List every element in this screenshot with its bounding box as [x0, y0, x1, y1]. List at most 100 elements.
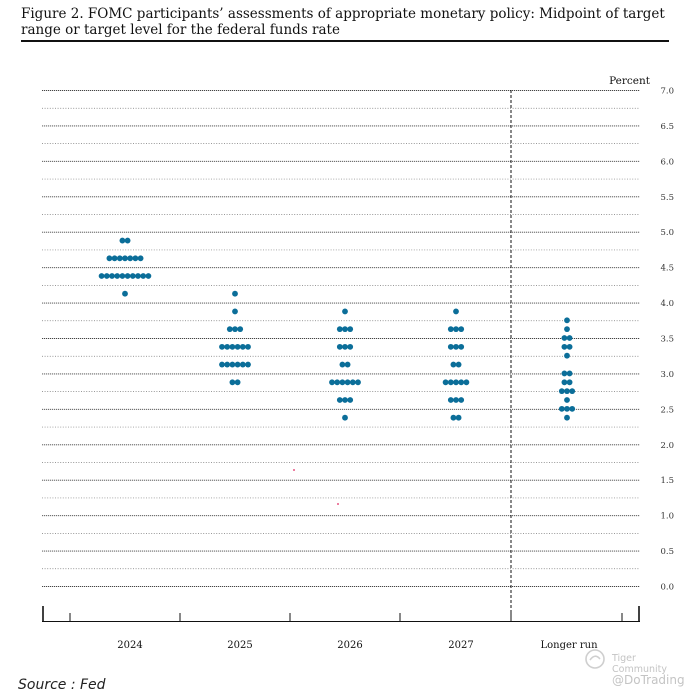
participant-dot: [245, 361, 251, 368]
participant-dot: [564, 414, 570, 421]
watermark-logo-icon: [585, 649, 605, 669]
x-tick-label: 2027: [448, 640, 473, 651]
participant-dot: [109, 273, 115, 279]
y-tick-label: 6.0: [660, 157, 674, 167]
y-tick-label: 1.0: [660, 512, 674, 522]
watermark-community: Tiger Community: [612, 653, 667, 675]
participant-dot: [453, 397, 459, 403]
participant-dot: [336, 343, 343, 350]
participant-dot: [561, 379, 568, 386]
x-tick-label: 2026: [337, 640, 362, 651]
participant-dot: [447, 343, 454, 350]
participant-dot: [219, 361, 225, 368]
participant-dot: [342, 414, 348, 421]
participant-dot: [564, 397, 570, 403]
participant-dot: [239, 343, 246, 350]
participant-dot: [111, 255, 118, 262]
participant-dot: [234, 379, 241, 386]
participant-dot: [566, 370, 573, 377]
participant-dot: [463, 379, 470, 386]
participant-dot: [447, 397, 454, 403]
participant-dot: [124, 237, 131, 244]
participant-dot: [122, 255, 128, 262]
participant-dot: [566, 379, 573, 386]
participant-dot: [219, 343, 225, 350]
participant-dot: [229, 379, 236, 386]
participant-dot: [116, 255, 123, 262]
participant-dot: [234, 361, 241, 368]
participant-dot: [561, 343, 568, 350]
gridlines: [42, 90, 640, 587]
participant-dot: [232, 290, 238, 297]
participant-dot: [226, 326, 233, 333]
participant-dot: [458, 397, 465, 403]
participant-dot: [344, 379, 351, 386]
participant-dot: [119, 237, 126, 244]
participant-dot: [558, 405, 565, 412]
participant-dot: [137, 255, 144, 262]
participant-dot: [564, 388, 570, 395]
y-tick-label: 1.5: [660, 476, 674, 486]
participant-dot: [98, 273, 105, 279]
x-axis: [42, 606, 640, 622]
stray-red-dot: [337, 503, 339, 505]
participant-dot: [229, 343, 236, 350]
x-tick-label: 2024: [117, 640, 142, 651]
participant-dot: [566, 335, 573, 341]
participant-dot: [132, 255, 139, 262]
y-tick-label: 5.0: [660, 228, 674, 238]
y-tick-label: 3.0: [660, 370, 674, 380]
participant-dot: [119, 273, 126, 279]
participant-dot: [232, 308, 238, 315]
participant-dot: [569, 405, 576, 412]
y-tick-label: 4.5: [660, 264, 674, 274]
participant-dot: [336, 326, 343, 333]
participant-dot: [135, 273, 141, 279]
y-tick-labels: 0.0 0.5 1.0 1.5 2.0 2.5 3.0 3.5 4.0 4.5 5.0 5.5 6.0 6…: [660, 87, 674, 593]
participant-dot: [453, 308, 459, 315]
participant-dot: [122, 290, 128, 297]
participant-dot: [342, 308, 348, 315]
y-tick-label: 2.0: [660, 441, 674, 451]
participant-dot: [453, 343, 459, 350]
figure-title: Figure 2. FOMC participants’ assessments…: [21, 6, 665, 38]
participant-dot: [347, 397, 354, 403]
participant-dot: [336, 397, 343, 403]
participant-dot: [447, 379, 454, 386]
participant-dot: [564, 405, 570, 412]
participant-dot: [566, 343, 573, 350]
participant-dot: [347, 343, 354, 350]
participant-dot: [334, 379, 341, 386]
y-tick-label: 4.0: [660, 299, 674, 309]
participant-dot: [245, 343, 251, 350]
participant-dot: [127, 255, 134, 262]
participant-dot: [232, 326, 238, 333]
participant-dot: [237, 326, 244, 333]
participant-dot: [234, 343, 241, 350]
x-tick-labels: 2024 2025 2026 2027 Longer run: [117, 640, 598, 651]
participant-dot: [344, 361, 351, 368]
x-tick-label: Longer run: [540, 640, 598, 651]
y-axis-label: Percent: [609, 75, 651, 87]
participant-dot: [342, 343, 348, 350]
participant-dot: [458, 326, 465, 333]
participant-dot: [103, 273, 110, 279]
x-tick-label: 2025: [227, 640, 252, 651]
participant-dot: [447, 326, 454, 333]
title-rule: [21, 40, 669, 42]
participant-dot: [224, 361, 231, 368]
participant-dot: [564, 326, 570, 333]
y-tick-label: 3.5: [660, 335, 674, 345]
participant-dot: [458, 343, 465, 350]
y-tick-label: 7.0: [660, 87, 674, 97]
participant-dot: [569, 388, 576, 395]
participant-dot: [339, 361, 346, 368]
participant-dot: [558, 388, 565, 395]
participant-dot: [564, 317, 570, 324]
participant-dot: [455, 414, 462, 421]
participant-dot: [145, 273, 152, 279]
participant-dot: [229, 361, 236, 368]
participant-dot: [342, 397, 348, 403]
participant-dot: [453, 379, 459, 386]
